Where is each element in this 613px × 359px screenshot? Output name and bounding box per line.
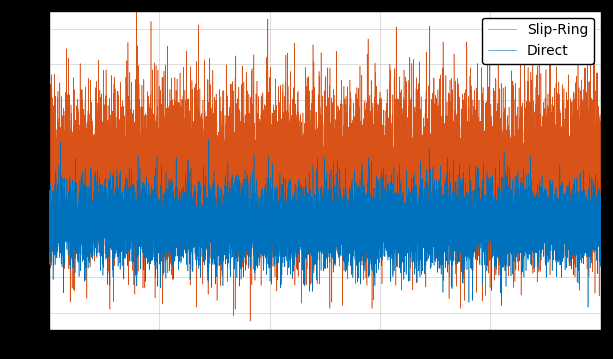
Slip-Ring	[48, 245, 55, 250]
Slip-Ring	[153, 129, 161, 133]
Line: Slip-Ring: Slip-Ring	[49, 11, 601, 321]
Slip-Ring	[68, 174, 75, 178]
Direct	[68, 215, 75, 219]
Direct	[315, 208, 322, 213]
Direct	[584, 305, 592, 309]
Slip-Ring	[78, 87, 86, 92]
Direct	[45, 211, 53, 215]
Line: Direct: Direct	[49, 140, 601, 307]
Slip-Ring	[246, 319, 254, 323]
Direct	[153, 223, 161, 227]
Direct	[48, 237, 55, 241]
Legend: Slip-Ring, Direct: Slip-Ring, Direct	[482, 18, 594, 64]
Slip-Ring	[315, 216, 322, 221]
Direct	[78, 231, 86, 236]
Direct	[597, 208, 604, 212]
Direct	[205, 138, 213, 142]
Slip-Ring	[568, 118, 575, 122]
Slip-Ring	[45, 96, 53, 101]
Slip-Ring	[597, 224, 604, 228]
Direct	[568, 213, 575, 217]
Slip-Ring	[133, 9, 140, 13]
